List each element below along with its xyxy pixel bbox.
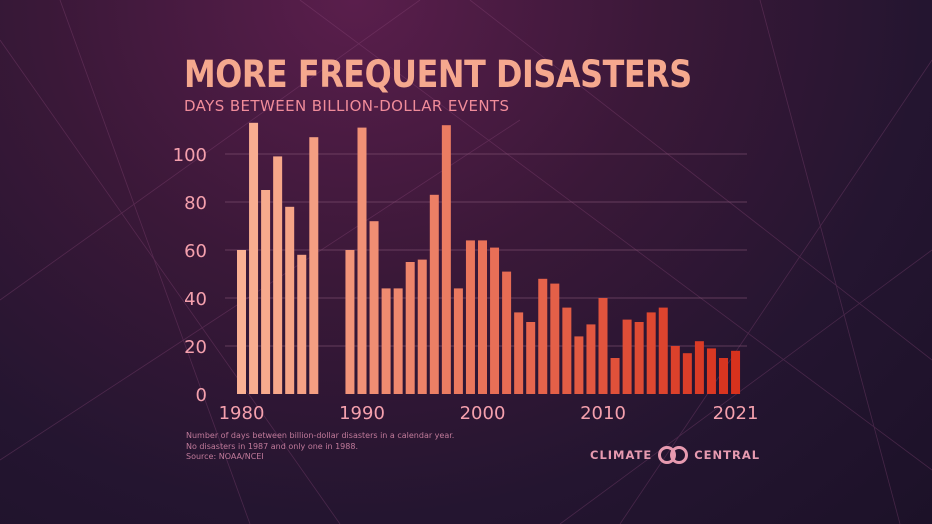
x-tick-label: 1980 xyxy=(219,403,265,424)
x-tick-label: 2021 xyxy=(713,403,759,424)
bar-2004 xyxy=(526,322,536,394)
bar-1982 xyxy=(261,190,271,394)
x-tick-label: 1990 xyxy=(339,403,385,424)
chart-subtitle: DAYS BETWEEN BILLION-DOLLAR EVENTS xyxy=(184,97,510,115)
footnote: Number of days between billion-dollar di… xyxy=(186,431,454,463)
x-tick-label: 2010 xyxy=(580,403,626,424)
bar-2007 xyxy=(562,307,572,394)
bar-1984 xyxy=(285,206,295,394)
y-tick-label: 100 xyxy=(173,145,207,166)
bar-2000 xyxy=(478,240,487,394)
logo-text-right: CENTRAL xyxy=(694,448,761,462)
y-tick-label: 60 xyxy=(184,241,207,262)
climate-central-logo: CLIMATE CENTRAL xyxy=(590,445,760,465)
bar-1989 xyxy=(345,250,355,394)
bar-1991 xyxy=(369,221,379,394)
bar-1998 xyxy=(453,288,463,394)
bar-1985 xyxy=(297,254,307,394)
footnote-line: Number of days between billion-dollar di… xyxy=(186,431,455,440)
y-tick-label: 40 xyxy=(184,289,207,310)
bar-2012 xyxy=(622,319,632,394)
bar-2016 xyxy=(670,346,680,394)
bar-2011 xyxy=(610,358,620,394)
bar-2005 xyxy=(538,278,548,394)
bar-1980 xyxy=(237,250,246,394)
y-tick-label: 80 xyxy=(184,193,207,214)
bar-2017 xyxy=(682,353,692,394)
bar-1986 xyxy=(309,137,319,394)
bar-2014 xyxy=(646,312,656,394)
y-tick-label: 20 xyxy=(184,337,207,358)
bar-1999 xyxy=(465,240,475,394)
bar-2001 xyxy=(490,247,500,394)
bar-2006 xyxy=(550,283,560,394)
bar-1995 xyxy=(417,259,427,394)
footnote-line: No disasters in 1987 and only one in 198… xyxy=(186,441,358,451)
bar-2003 xyxy=(514,312,524,394)
bar-1981 xyxy=(249,122,259,395)
climate-central-logo-icon xyxy=(658,446,689,464)
bar-2021 xyxy=(731,350,741,394)
bar-1992 xyxy=(381,288,391,394)
bar-2010 xyxy=(598,298,608,394)
bar-2008 xyxy=(574,336,584,394)
footnote-source: Source: NOAA/NCEI xyxy=(186,452,264,461)
logo-text-left: CLIMATE xyxy=(590,448,653,462)
bar-layer xyxy=(237,122,741,395)
bar-2009 xyxy=(586,324,596,394)
bar-2013 xyxy=(634,322,644,394)
bar-1993 xyxy=(393,288,403,394)
bar-2020 xyxy=(719,358,728,394)
bar-1997 xyxy=(441,125,451,394)
bar-1994 xyxy=(405,262,415,394)
bar-2019 xyxy=(706,348,716,394)
bar-1983 xyxy=(273,156,283,394)
bar-1996 xyxy=(429,194,439,394)
bar-2018 xyxy=(694,341,704,394)
bar-2002 xyxy=(502,271,512,394)
bar-2015 xyxy=(658,307,668,394)
y-tick-label: 0 xyxy=(196,385,207,406)
x-tick-label: 2000 xyxy=(460,403,506,424)
axis-layer: 0 20 40 60 80 100 1980 1990 2000 2010 2021 xyxy=(173,145,759,424)
bar-1990 xyxy=(357,127,367,394)
chart-title: MORE FREQUENT DISASTERS xyxy=(184,53,692,96)
